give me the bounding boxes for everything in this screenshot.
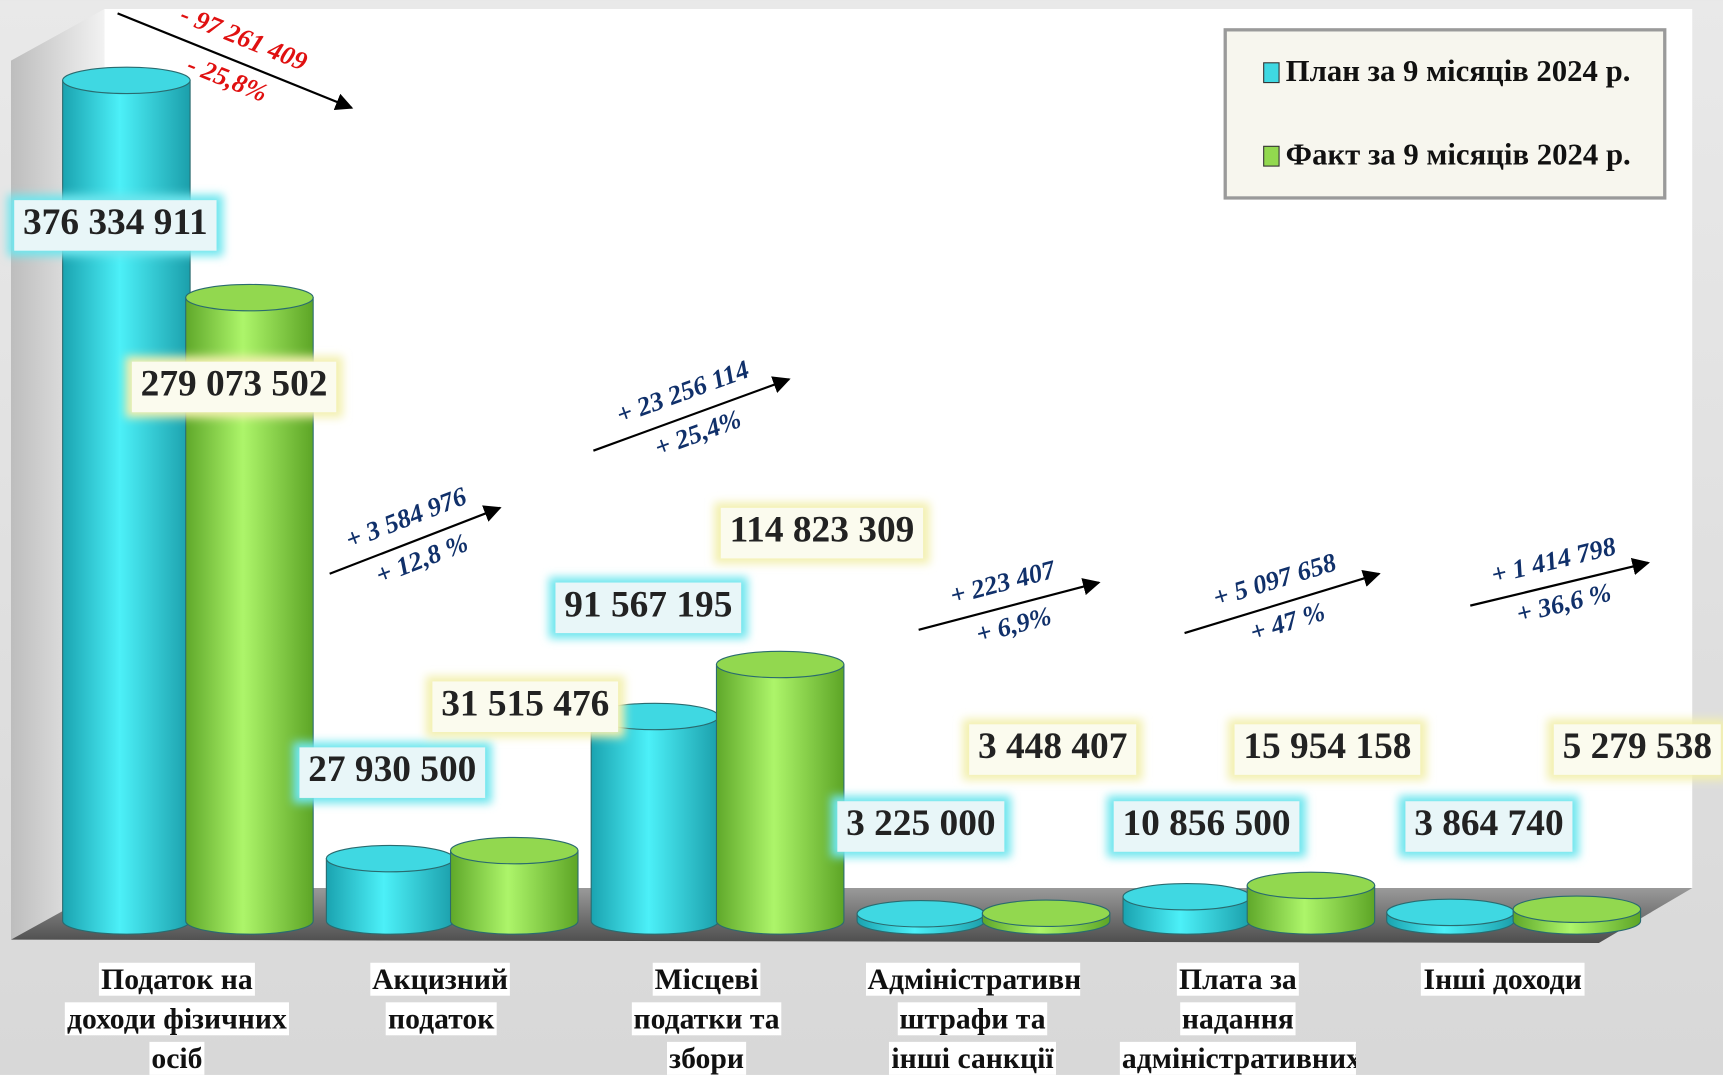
value-label-text: 114 823 309 — [730, 510, 915, 551]
bar — [449, 850, 579, 935]
cylinder — [981, 899, 1111, 935]
x-tick-text: Адміністративні штрафи та інші санкції — [865, 962, 1080, 1075]
legend-swatch — [1263, 62, 1280, 84]
bar — [185, 297, 314, 935]
x-tick-text: Податок на доходи фізичних осіб — [64, 962, 290, 1075]
bar-top — [1512, 895, 1642, 923]
value-label: 279 073 502 — [125, 356, 343, 418]
value-label-text: 376 334 911 — [23, 202, 208, 243]
value-label: 15 954 158 — [1227, 718, 1427, 781]
bar-top — [715, 650, 845, 679]
back-wall — [104, 8, 1693, 889]
x-tick-label: Плата за надання адміністративних послуг — [1119, 959, 1356, 1075]
x-tick-label: Інші доходи — [1415, 959, 1591, 999]
value-label-text: 10 856 500 — [1122, 803, 1290, 844]
label-box — [1113, 801, 1300, 852]
bar-top — [185, 283, 314, 312]
label-box — [720, 507, 924, 559]
value-label: 114 823 309 — [714, 502, 930, 564]
value-label: 3 448 407 — [962, 718, 1143, 781]
label-box — [1405, 801, 1573, 852]
cylinder — [325, 844, 455, 935]
bar-top — [1246, 871, 1376, 900]
value-label: 10 856 500 — [1107, 795, 1306, 858]
bar-top — [449, 836, 579, 865]
value-label: 3 864 740 — [1398, 795, 1580, 858]
x-tick-text: Акцизний податок — [369, 962, 511, 1036]
label-box — [1234, 724, 1421, 775]
arrow — [1184, 569, 1381, 635]
x-tick-text: Місцеві податки та збори — [631, 962, 782, 1075]
arrow — [1470, 557, 1650, 607]
value-label-text: 27 930 500 — [308, 749, 476, 790]
cylinder — [1246, 871, 1376, 935]
legend-swatch — [1263, 145, 1280, 167]
value-label-text: 5 279 538 — [1563, 726, 1712, 767]
category-label: Плата за надання адміністративних послуг — [1119, 959, 1356, 1075]
bar-top — [981, 899, 1111, 928]
bar — [1246, 884, 1376, 935]
label-box — [837, 801, 1005, 852]
legend-label: План за 9 місяців 2024 р. — [1286, 54, 1631, 88]
value-label-text: 3 864 740 — [1414, 803, 1563, 844]
bar-top — [325, 844, 455, 873]
x-tick-label: Акцизний податок — [315, 959, 568, 1038]
cylinder — [185, 283, 314, 935]
value-label-text: 15 954 158 — [1243, 726, 1411, 767]
x-tick-label: Адміністративні штрафи та інші санкції — [865, 959, 1080, 1075]
category-label: Податок на доходи фізичних осіб — [56, 959, 298, 1075]
cylinder — [62, 66, 191, 935]
legend-label: Факт за 9 місяців 2024 р. — [1286, 137, 1631, 171]
label-box — [299, 747, 486, 798]
bar-top — [62, 66, 191, 95]
value-label: 376 334 911 — [7, 194, 224, 257]
cylinder — [590, 702, 720, 935]
value-label-text: 91 567 195 — [564, 584, 732, 625]
label-box — [131, 361, 337, 413]
value-label: 5 279 538 — [1547, 718, 1723, 781]
category-label: Місцеві податки та збори — [597, 959, 817, 1075]
value-label-text: 3 448 407 — [978, 726, 1127, 767]
cylinder — [715, 650, 845, 935]
label-box — [555, 582, 742, 634]
label-box — [1553, 724, 1721, 775]
arrow — [918, 578, 1101, 631]
cylinder — [856, 900, 986, 935]
arrow — [593, 376, 791, 452]
value-label-text: 31 515 476 — [441, 683, 609, 724]
arrow — [117, 12, 354, 111]
bar — [590, 715, 720, 935]
value-label-text: 279 073 502 — [141, 364, 328, 405]
category-label: Адміністративні штрафи та інші санкції — [865, 959, 1080, 1075]
cylinder — [1512, 895, 1642, 935]
cylinder — [1386, 898, 1515, 935]
value-label: 91 567 195 — [548, 577, 748, 639]
legend: План за 9 місяців 2024 р. Факт за 9 міся… — [1223, 28, 1667, 200]
arrow — [329, 505, 502, 575]
x-tick-label: Податок на доходи фізичних осіб — [56, 959, 298, 1075]
cylinder — [449, 836, 579, 935]
label-box — [14, 200, 217, 251]
value-label: 3 225 000 — [830, 795, 1011, 858]
category-label: Акцизний податок — [315, 959, 568, 1038]
bar — [62, 79, 191, 935]
bar — [715, 663, 845, 935]
x-tick-label: Місцеві податки та збори — [597, 959, 817, 1075]
value-label: 31 515 476 — [425, 675, 625, 738]
category-label: Інші доходи — [1415, 959, 1591, 999]
bar — [325, 858, 455, 935]
value-label: 27 930 500 — [292, 741, 492, 804]
x-tick-text: Інші доходи — [1421, 962, 1584, 996]
bar-top — [1122, 883, 1252, 911]
label-box — [969, 724, 1137, 775]
bar-top — [856, 900, 986, 928]
value-label-text: 3 225 000 — [846, 803, 995, 844]
label-box — [432, 681, 619, 732]
x-tick-text: Плата за надання адміністративних послуг — [1119, 962, 1356, 1075]
bar-top — [1386, 898, 1515, 927]
legend-box — [1223, 28, 1667, 200]
cylinder — [1122, 883, 1252, 935]
